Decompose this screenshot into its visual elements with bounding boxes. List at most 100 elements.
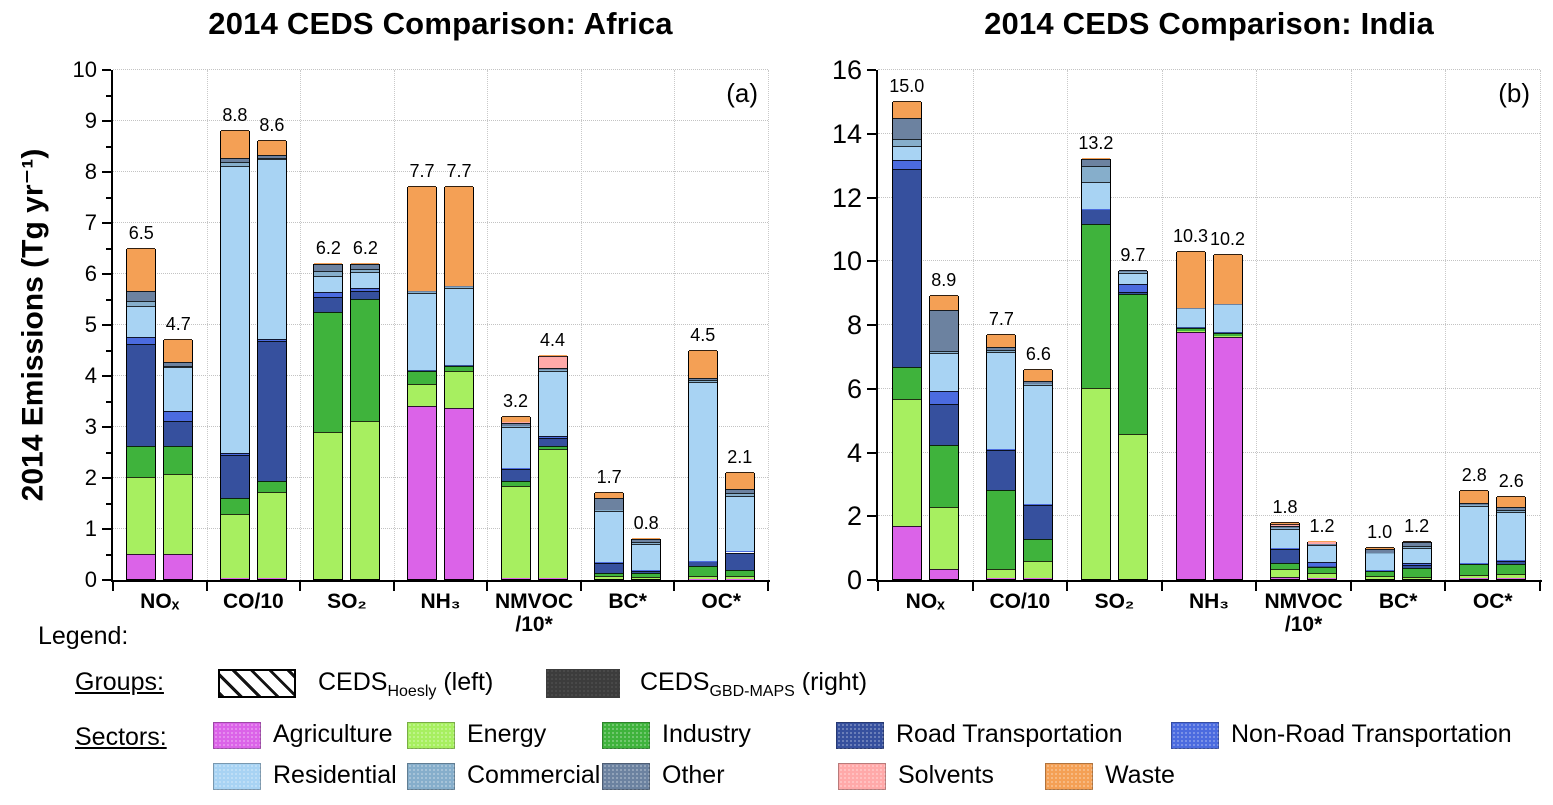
gridline-vertical xyxy=(487,70,489,580)
gridline-vertical xyxy=(768,70,769,580)
bar-gbd xyxy=(256,140,287,580)
bar-segment xyxy=(408,186,436,291)
bar-segment xyxy=(725,488,754,493)
bar-segment xyxy=(445,286,473,288)
bar-hoesly xyxy=(986,333,1017,580)
bar-segment xyxy=(1402,567,1431,578)
category-label: SO₂ xyxy=(1094,590,1135,613)
y-tick-major xyxy=(867,196,876,199)
panel-title-india: 2014 CEDS Comparison: India xyxy=(984,6,1434,41)
bar-value-label: 1.2 xyxy=(1404,515,1430,536)
bar-segment xyxy=(257,577,286,579)
bar-segment xyxy=(127,477,156,554)
x-tick xyxy=(112,582,114,591)
bar-segment xyxy=(257,140,286,156)
y-tick-label: 4 xyxy=(84,363,97,388)
bar-value-label: 2.1 xyxy=(727,446,753,467)
bar-segment xyxy=(257,159,286,340)
bar-value-label: 1.7 xyxy=(596,467,622,488)
plot-area-africa: (a) 0 1 2 3 4 5 6 7 8 9 10 NOₓ CO/10 SO₂ NH₃ NMVOC /10*… xyxy=(73,57,770,636)
gridline-vertical xyxy=(1540,70,1541,580)
x-tick xyxy=(1255,582,1258,591)
bar-value-label: 9.7 xyxy=(1120,244,1146,265)
bar-segment xyxy=(257,481,286,493)
bar-segment xyxy=(1176,308,1205,327)
gridline-horizontal xyxy=(878,132,1540,134)
bar-segment xyxy=(1024,505,1053,539)
bar-segment xyxy=(929,295,958,310)
bar-segment xyxy=(595,576,624,579)
bar-segment xyxy=(987,569,1016,579)
bar-segment xyxy=(501,426,530,469)
category-label: BC* xyxy=(608,590,647,613)
bar-segment xyxy=(538,371,567,436)
bar-segment xyxy=(220,497,249,515)
bar-segment xyxy=(1402,563,1431,565)
category-label: NH₃ xyxy=(1188,590,1229,613)
y-tick-major xyxy=(867,324,876,326)
bar-segment xyxy=(688,561,717,567)
y-tick-major xyxy=(102,528,111,530)
bar-segment xyxy=(1365,571,1394,576)
bar-segment xyxy=(220,161,249,166)
bar-segment xyxy=(892,367,921,399)
bar-segment xyxy=(1213,332,1242,333)
bar-segment xyxy=(1081,181,1110,209)
x-tick xyxy=(299,582,302,591)
bar-hoesly xyxy=(1175,250,1206,580)
y-tick-label: 3 xyxy=(84,414,97,439)
bar-value-label: 10.3 xyxy=(1172,225,1209,246)
y-tick-major xyxy=(102,426,111,428)
bar-segment xyxy=(1118,433,1147,579)
bar-segment xyxy=(164,420,193,447)
bar-segment xyxy=(1365,570,1394,572)
bar-segment xyxy=(892,169,921,368)
legend-title: Legend: xyxy=(38,622,129,650)
gridline-horizontal xyxy=(878,451,1540,453)
y-tick-major xyxy=(102,120,111,122)
bar-segment xyxy=(1271,528,1300,549)
gridline-horizontal xyxy=(878,260,1540,262)
bar-segment xyxy=(725,492,754,497)
y-tick-minor xyxy=(106,400,111,403)
bar-segment xyxy=(445,371,473,409)
bar-segment xyxy=(595,511,624,563)
gridline-horizontal xyxy=(878,324,1540,325)
bar-segment xyxy=(1081,208,1110,210)
y-axis-line xyxy=(876,70,878,582)
y-tick-major xyxy=(102,477,111,479)
bar-segment xyxy=(1497,512,1526,560)
x-tick xyxy=(767,582,769,591)
bar-gbd xyxy=(724,471,755,580)
gridline-horizontal xyxy=(113,273,768,274)
bar-segment xyxy=(1497,560,1526,564)
bar-segment xyxy=(1118,292,1147,294)
bar-segment xyxy=(892,159,921,170)
legend-group-hoesly-suffix: (left) xyxy=(436,668,494,696)
bar-segment xyxy=(257,340,286,482)
category-label: NOₓ xyxy=(140,590,180,613)
panel-letter-b: (b) xyxy=(1498,78,1530,108)
x-tick xyxy=(1160,582,1163,591)
bar-segment xyxy=(987,449,1016,450)
bar-gbd xyxy=(163,339,194,580)
bar-value-label: 10.2 xyxy=(1209,228,1246,249)
legend-swatch-ceds-gbd-maps xyxy=(546,669,620,698)
bar-segment xyxy=(892,398,921,527)
bar-segment xyxy=(929,445,958,508)
bar-segment xyxy=(1213,336,1242,337)
gridline-horizontal xyxy=(113,69,768,70)
bar-segment xyxy=(929,403,958,446)
bar-segment xyxy=(408,371,436,385)
bar-segment xyxy=(987,347,1016,351)
bar-value-label: 7.7 xyxy=(988,308,1014,329)
bar-segment xyxy=(257,339,286,341)
bar-segment xyxy=(538,449,567,578)
bar-segment xyxy=(1308,540,1337,542)
bar-segment xyxy=(1308,543,1337,545)
bar-segment xyxy=(1365,553,1394,571)
bar-segment xyxy=(1176,326,1205,328)
gridline-vertical xyxy=(972,70,974,580)
bar-gbd xyxy=(928,295,959,580)
bar-segment xyxy=(892,139,921,146)
